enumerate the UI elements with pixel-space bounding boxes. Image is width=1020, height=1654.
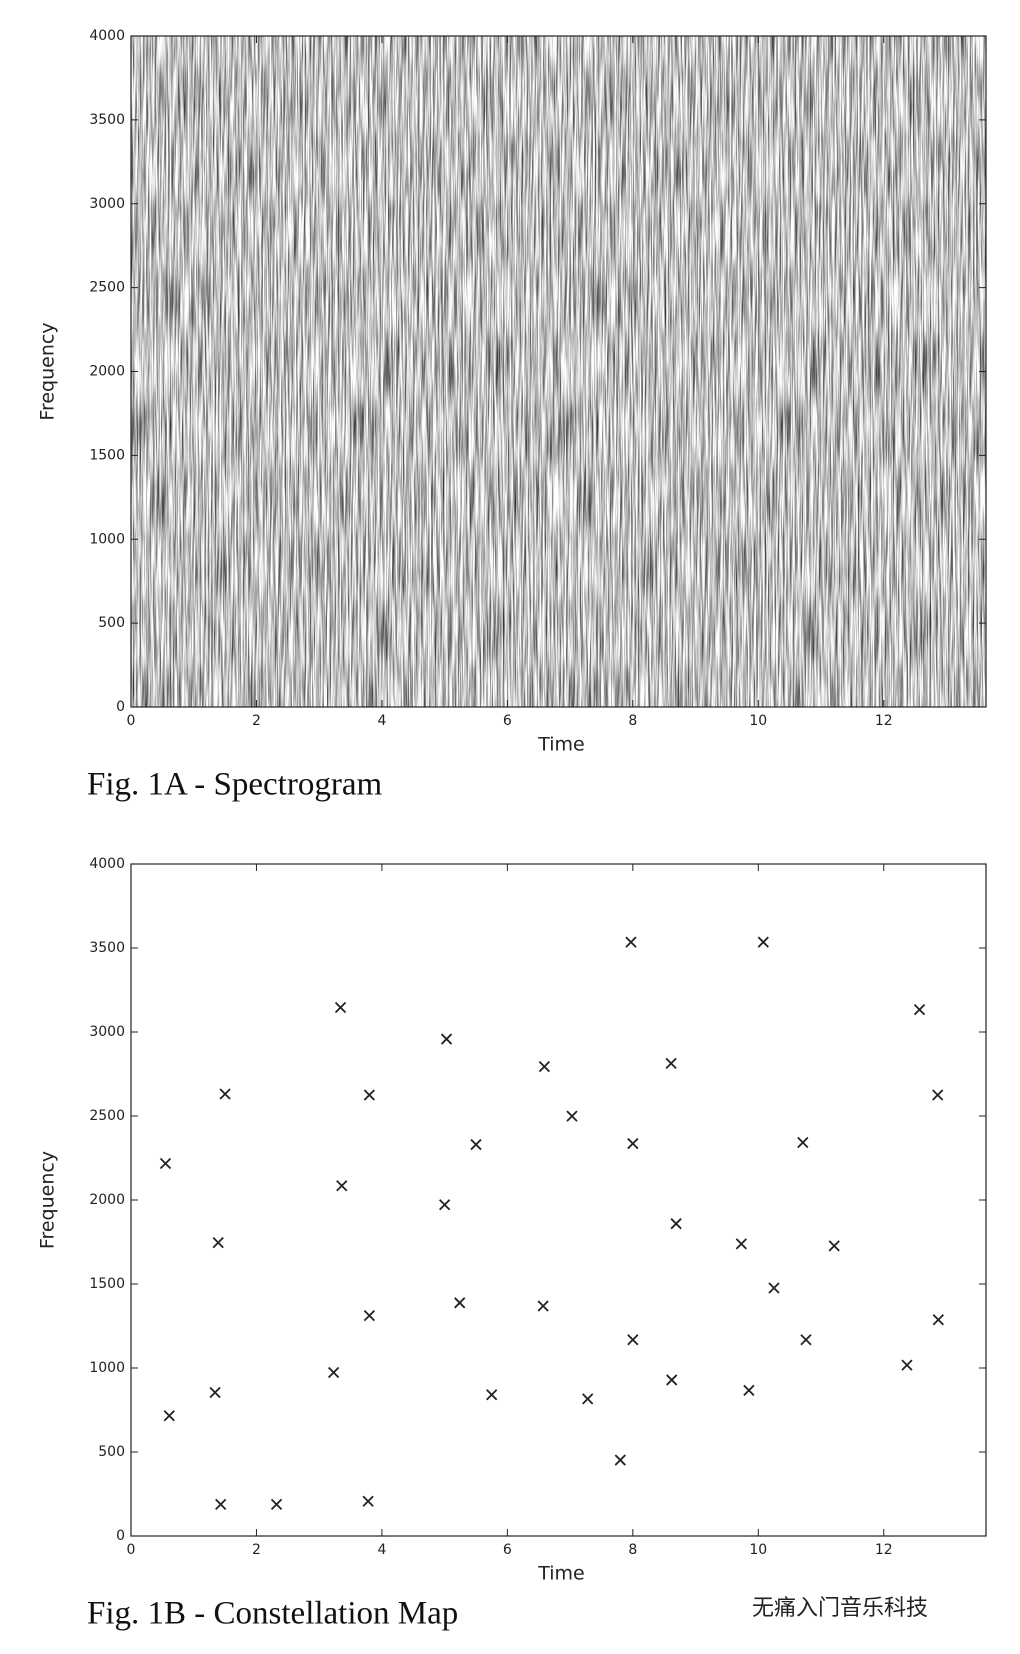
x-tick-label: 12 [875,713,893,729]
point [735,1238,747,1250]
point [666,1374,678,1386]
x-tick-label: 0 [127,713,136,729]
y-tick-label: 3500 [89,940,125,956]
x-tick-label: 6 [503,713,512,729]
x-axis-label: Time [537,1563,585,1585]
point [159,1157,172,1170]
x-tick-label: 12 [875,1542,893,1558]
plot-frame [130,863,987,1537]
point [270,1498,283,1511]
y-tick-label: 0 [116,1528,125,1544]
figure-caption: Fig. 1B - Constellation Map [87,1596,458,1632]
point [538,1060,551,1073]
x-tick-label: 8 [628,713,637,729]
point [625,936,637,948]
y-tick-label: 2500 [89,1108,125,1124]
x-tick-label: 10 [749,1542,767,1558]
point [665,1057,677,1070]
x-tick-label: 10 [749,713,767,729]
point [209,1386,221,1399]
point [334,1001,347,1014]
point [470,1138,482,1151]
y-tick-label: 3000 [89,1024,125,1040]
point [336,1180,348,1192]
point [614,1454,626,1466]
point [627,1334,639,1346]
point [582,1393,594,1405]
point [913,1004,926,1016]
point [363,1089,376,1101]
point [363,1309,376,1322]
point [537,1300,549,1312]
x-tick-label: 4 [377,1542,386,1558]
point [327,1366,340,1379]
spectrogram-texture [131,36,986,707]
y-axis-label: Frequency [37,322,59,420]
x-tick-label: 0 [127,1542,136,1558]
point [757,936,769,948]
point [454,1297,466,1309]
x-tick-label: 8 [628,1542,637,1558]
point [828,1240,840,1252]
point [566,1110,578,1122]
point [932,1089,944,1101]
point [163,1410,175,1422]
y-axis-label: Frequency [37,1151,59,1249]
point [800,1334,812,1346]
point [219,1088,231,1100]
point [670,1218,682,1230]
y-tick-label: 1500 [89,447,125,463]
y-tick-label: 4000 [89,856,125,872]
x-tick-label: 2 [252,713,261,729]
y-tick-label: 3500 [89,112,125,128]
y-tick-label: 2000 [89,1192,125,1208]
figure-caption: Fig. 1A - Spectrogram [87,767,382,803]
point [768,1282,780,1294]
x-tick-label: 2 [252,1542,261,1558]
y-tick-label: 4000 [89,28,125,44]
x-axis-label: Time [537,734,585,756]
point [215,1498,227,1511]
point [743,1384,755,1396]
x-tick-label: 4 [377,713,386,729]
y-tick-label: 1000 [89,1360,125,1376]
y-tick-label: 500 [98,1444,125,1460]
y-tick-label: 2500 [89,280,125,296]
point [797,1136,809,1149]
point [486,1389,498,1401]
y-tick-label: 3000 [89,196,125,212]
point [901,1359,913,1371]
point [627,1137,639,1150]
point [439,1199,451,1211]
watermark: 无痛入门音乐科技 [752,1596,928,1621]
x-tick-label: 6 [503,1542,512,1558]
y-tick-label: 2000 [89,364,125,380]
point [212,1237,224,1249]
y-tick-label: 500 [98,615,125,631]
y-tick-label: 1000 [89,531,125,547]
point [362,1495,374,1507]
point [932,1314,944,1326]
point [440,1033,453,1045]
y-tick-label: 0 [116,699,125,715]
y-tick-label: 1500 [89,1276,125,1292]
